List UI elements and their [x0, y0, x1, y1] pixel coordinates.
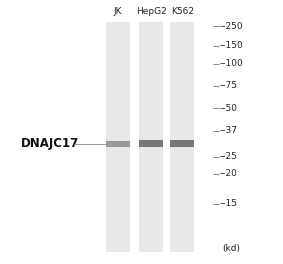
Text: --50: --50 — [219, 104, 237, 113]
Text: --25: --25 — [219, 152, 237, 161]
Text: DNAJC17: DNAJC17 — [21, 137, 80, 150]
Text: --15: --15 — [219, 199, 237, 208]
Text: --20: --20 — [219, 169, 237, 178]
Text: --250: --250 — [219, 22, 243, 31]
Text: --37: --37 — [219, 126, 237, 135]
Bar — [140, 140, 163, 147]
Bar — [170, 22, 194, 252]
Bar — [170, 140, 194, 147]
Text: --100: --100 — [219, 59, 243, 68]
Text: --75: --75 — [219, 81, 237, 90]
Text: K562: K562 — [171, 7, 194, 16]
Text: --150: --150 — [219, 41, 243, 50]
Text: HepG2: HepG2 — [136, 7, 167, 16]
Text: (kd): (kd) — [222, 244, 240, 253]
Text: JK: JK — [113, 7, 122, 16]
Bar — [106, 22, 130, 252]
Bar — [106, 141, 130, 147]
Bar — [140, 22, 163, 252]
